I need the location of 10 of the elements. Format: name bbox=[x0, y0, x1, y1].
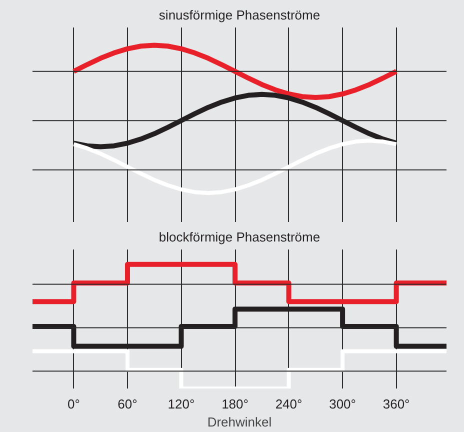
x-axis-title: Drehwinkel bbox=[207, 414, 272, 430]
x-tick-label: 240° bbox=[275, 396, 302, 412]
x-tick-label: 180° bbox=[222, 396, 248, 412]
x-tick-label: 60° bbox=[118, 396, 138, 412]
x-tick-label: 120° bbox=[168, 396, 195, 412]
chart-title: sinusförmige Phasenströme bbox=[158, 8, 320, 22]
x-tick-label: 360° bbox=[382, 396, 410, 412]
x-tick-label: 0° bbox=[68, 396, 80, 412]
x-tick-label: 300° bbox=[329, 396, 356, 412]
chart-title: blockförmige Phasenströme bbox=[158, 230, 320, 244]
